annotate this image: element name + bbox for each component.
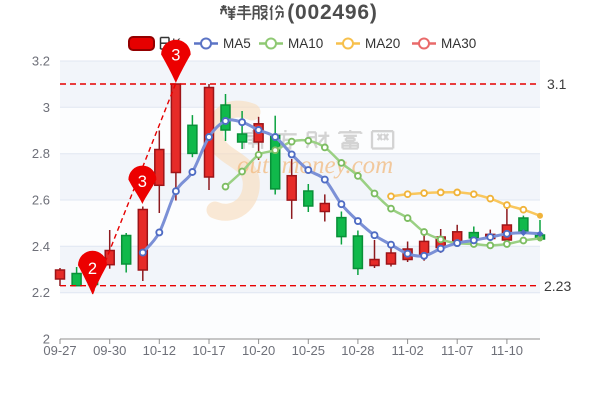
svg-text:11-10: 11-10 bbox=[491, 343, 523, 358]
svg-text:2.6: 2.6 bbox=[32, 193, 50, 208]
svg-text:09-27: 09-27 bbox=[43, 343, 76, 358]
svg-text:MA10: MA10 bbox=[288, 36, 323, 51]
svg-text:MA5: MA5 bbox=[223, 36, 251, 51]
svg-text:(002496): (002496) bbox=[287, 1, 377, 24]
svg-text:10-20: 10-20 bbox=[242, 343, 275, 358]
svg-text:3.2: 3.2 bbox=[32, 54, 50, 69]
svg-text:11-07: 11-07 bbox=[441, 343, 473, 358]
svg-text:3: 3 bbox=[43, 100, 50, 115]
svg-text:2.8: 2.8 bbox=[32, 146, 50, 161]
svg-text:2: 2 bbox=[43, 332, 50, 347]
svg-text:MA30: MA30 bbox=[441, 36, 476, 51]
svg-text:2.23: 2.23 bbox=[544, 278, 571, 294]
svg-text:3.1: 3.1 bbox=[547, 76, 567, 92]
svg-text:2: 2 bbox=[88, 260, 97, 278]
svg-text:09-30: 09-30 bbox=[93, 343, 126, 358]
svg-text:11-02: 11-02 bbox=[391, 343, 423, 358]
svg-text:MA20: MA20 bbox=[365, 36, 400, 51]
svg-text:10-28: 10-28 bbox=[341, 343, 374, 358]
svg-text:10-17: 10-17 bbox=[192, 343, 225, 358]
svg-text:2.2: 2.2 bbox=[32, 285, 50, 300]
svg-text:10-12: 10-12 bbox=[143, 343, 176, 358]
svg-text:2.4: 2.4 bbox=[32, 239, 50, 254]
svg-text:3: 3 bbox=[138, 173, 147, 191]
svg-text:10-25: 10-25 bbox=[292, 343, 325, 358]
svg-text:3: 3 bbox=[171, 47, 180, 65]
